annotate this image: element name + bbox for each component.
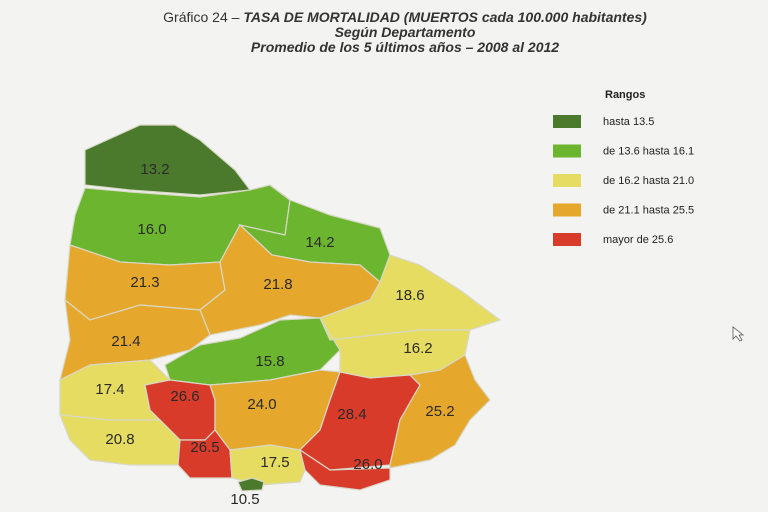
legend: hasta 13.5 de 13.6 hasta 16.1 de 16.2 hast…: [553, 115, 694, 246]
region-label: 20.8: [105, 431, 134, 448]
legend-title: Rangos: [605, 89, 645, 101]
legend-label: mayor de 25.6: [603, 234, 673, 246]
legend-swatch: [553, 174, 581, 187]
region-label: 18.6: [395, 287, 424, 304]
legend-label: de 13.6 hasta 16.1: [603, 145, 694, 157]
region: [84, 124, 252, 196]
cursor: [732, 326, 745, 342]
legend-label: hasta 13.5: [603, 116, 654, 128]
legend-swatch: [553, 233, 581, 246]
region-label: 10.5: [230, 491, 259, 508]
legend-swatch: [553, 144, 581, 158]
region-label: 17.5: [260, 454, 289, 471]
region-label: 26.6: [170, 388, 199, 405]
region-label: 16.2: [403, 340, 432, 357]
region: [229, 444, 306, 486]
region-label: 24.0: [247, 396, 276, 413]
title: Gráfico 24 – TASA DE MORTALIDAD (MUERTOS…: [163, 9, 647, 25]
region-label: 21.4: [111, 333, 140, 350]
region-label: 17.4: [95, 381, 124, 398]
legend-swatch: [553, 203, 581, 217]
region-label: 21.8: [263, 276, 292, 293]
title-main: TASA DE MORTALIDAD (MUERTOS cada 100.000…: [243, 9, 647, 25]
region-label: 28.4: [337, 406, 366, 423]
region-label: 26.0: [353, 456, 382, 473]
region-label: 25.2: [425, 403, 454, 420]
region-label: 26.5: [190, 439, 219, 456]
region-label: 15.8: [255, 353, 284, 370]
title-prefix: Gráfico 24 –: [163, 9, 239, 25]
map: 13.2 16.0 14.2 21.3 21.8 18.6 21.4 15.8 16.2 17.4…: [59, 124, 502, 508]
subtitle-2: Promedio de los 5 últimos años – 2008 al…: [251, 39, 559, 55]
region: [237, 477, 265, 492]
subtitle: Según Departamento: [335, 24, 476, 40]
region-label: 13.2: [140, 161, 169, 178]
legend-label: de 16.2 hasta 21.0: [603, 175, 694, 187]
legend-swatch: [553, 115, 581, 128]
legend-label: de 21.1 hasta 25.5: [603, 204, 694, 216]
region: [59, 298, 211, 382]
region-label: 14.2: [305, 234, 334, 251]
region-label: 16.0: [137, 221, 166, 238]
region-label: 21.3: [130, 274, 159, 291]
region: [299, 448, 391, 491]
region: [389, 354, 491, 469]
